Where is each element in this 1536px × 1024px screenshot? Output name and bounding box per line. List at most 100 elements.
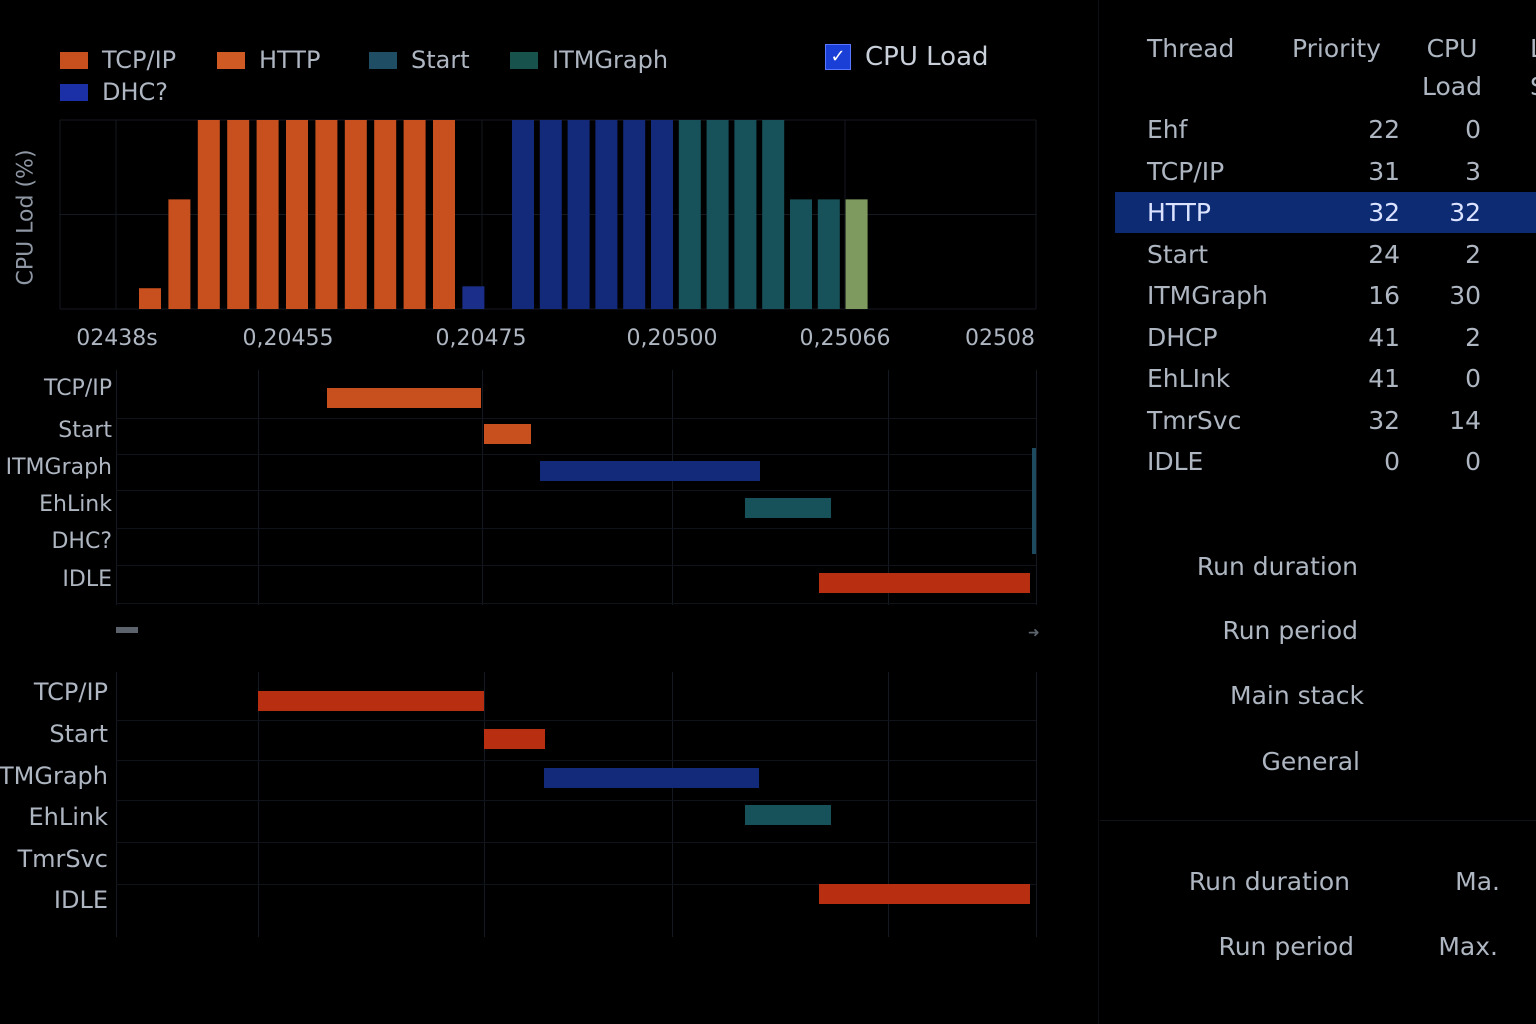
legend-item-start: Start bbox=[369, 46, 470, 74]
thread-cpu-load: 0 bbox=[1465, 364, 1481, 393]
legend-item-dhc: DHC? bbox=[60, 78, 168, 106]
gantt1-label-itmgraph: ITMGraph bbox=[5, 455, 112, 480]
thread-name: IDLE bbox=[1147, 447, 1204, 476]
gantt1-label-start: Start bbox=[58, 418, 112, 443]
info-general: General bbox=[1261, 747, 1360, 776]
thread-row[interactable]: Start 24 2 bbox=[1115, 234, 1536, 275]
cpu-bar[interactable] bbox=[790, 199, 812, 309]
info-run-period: Run period bbox=[1222, 616, 1358, 645]
cpu-bar[interactable] bbox=[845, 199, 868, 309]
x-tick-label: 0,20500 bbox=[626, 326, 718, 351]
gantt2-bar-start[interactable] bbox=[484, 729, 545, 749]
cpu-bar[interactable] bbox=[433, 120, 455, 309]
checkmark-icon[interactable]: ✓ bbox=[825, 44, 851, 70]
thread-name: Ehf bbox=[1147, 115, 1188, 144]
thread-name: TCP/IP bbox=[1147, 156, 1225, 186]
thread-row[interactable]: TCP/IP 31 3 bbox=[1115, 151, 1536, 192]
cpu-bar[interactable] bbox=[567, 120, 590, 309]
legend-label: TCP/IP bbox=[102, 46, 177, 74]
thread-row[interactable]: IDLE 0 0 bbox=[1115, 441, 1536, 482]
gantt1-bar-tcpip[interactable] bbox=[327, 388, 481, 408]
gantt1-label-tcpip: TCP/IP bbox=[44, 376, 112, 401]
blue-swatch-icon bbox=[60, 83, 88, 101]
gantt2-label-tmgraph: TMGraph bbox=[0, 762, 108, 790]
thread-cpu-load: 30 bbox=[1449, 281, 1481, 310]
cpu-bar[interactable] bbox=[315, 120, 338, 309]
cpu-bar[interactable] bbox=[462, 286, 485, 309]
gantt2-label-tcpip: TCP/IP bbox=[33, 678, 108, 706]
x-tick-label: 02508 bbox=[965, 326, 1035, 351]
gantt1-bar-idle[interactable] bbox=[819, 573, 1030, 593]
cpu-bar[interactable] bbox=[678, 120, 701, 309]
gantt2-bar-tcpip[interactable] bbox=[258, 691, 484, 711]
legend-label: HTTP bbox=[259, 46, 321, 74]
cpu-bar[interactable] bbox=[403, 120, 426, 309]
cpu-bar[interactable] bbox=[623, 120, 646, 309]
bottom-run-duration-value: Ma. bbox=[1455, 867, 1500, 896]
thread-name: Start bbox=[1147, 239, 1209, 269]
gantt2-bar-tmgraph[interactable] bbox=[544, 768, 759, 788]
thread-row[interactable]: TmrSvc 32 14 bbox=[1115, 400, 1536, 441]
gantt2-label-ehlink: EhLink bbox=[28, 803, 108, 831]
arrow-right-icon[interactable]: ➜ bbox=[1028, 625, 1040, 641]
cpu-bar[interactable] bbox=[817, 199, 840, 309]
legend-label: ITMGraph bbox=[552, 46, 669, 74]
teal-swatch-icon bbox=[369, 51, 397, 69]
thread-priority: 41 bbox=[1368, 364, 1400, 393]
gantt1-bar-itmgraph[interactable] bbox=[540, 461, 760, 481]
header-extra-line2: S bbox=[1530, 68, 1536, 106]
x-tick-label: 0,25066 bbox=[799, 326, 891, 351]
bottom-run-period: Run period bbox=[1218, 932, 1354, 961]
cpu-bar[interactable] bbox=[706, 120, 729, 309]
cpu-bar[interactable] bbox=[512, 120, 534, 309]
cpu-bar[interactable] bbox=[734, 120, 757, 309]
cpu-bar[interactable] bbox=[539, 120, 562, 309]
cpu-bar[interactable] bbox=[197, 120, 220, 309]
legend-item-tcpip: TCP/IP bbox=[60, 46, 176, 74]
bottom-run-duration: Run duration bbox=[1188, 867, 1350, 896]
header-extra-line1: L bbox=[1530, 30, 1536, 68]
header-thread[interactable]: Thread bbox=[1147, 34, 1235, 63]
thread-name: ITMGraph bbox=[1147, 281, 1268, 310]
thread-priority: 32 bbox=[1368, 405, 1400, 435]
thread-cpu-load: 32 bbox=[1449, 198, 1481, 227]
gantt2-bar-idle[interactable] bbox=[819, 884, 1030, 904]
thread-row[interactable]: HTTP 32 32 bbox=[1115, 192, 1536, 233]
thread-row[interactable]: Ehf 22 0 bbox=[1115, 109, 1536, 150]
cpu-bar[interactable] bbox=[374, 120, 397, 309]
gantt1-label-dhc: DHC? bbox=[51, 529, 112, 554]
thread-name: HTTP bbox=[1147, 198, 1211, 227]
thread-priority: 0 bbox=[1384, 447, 1400, 476]
cpu-load-chart bbox=[59, 119, 1037, 310]
cpu-bar[interactable] bbox=[651, 120, 673, 309]
gantt1-bar-ehlink[interactable] bbox=[745, 498, 831, 518]
gantt1-bar-start[interactable] bbox=[484, 424, 531, 444]
cpu-bar[interactable] bbox=[168, 199, 191, 309]
cpu-bar[interactable] bbox=[256, 120, 279, 309]
cpu-bar[interactable] bbox=[344, 120, 367, 309]
thread-name: EhLInk bbox=[1147, 364, 1231, 393]
thread-priority: 22 bbox=[1368, 115, 1400, 144]
scroll-handle[interactable] bbox=[116, 627, 138, 633]
thread-row[interactable]: ITMGraph 16 30 bbox=[1115, 275, 1536, 316]
header-extra[interactable]: L S bbox=[1530, 30, 1536, 106]
header-cpu-load[interactable]: CPU Load bbox=[1422, 30, 1482, 106]
cpu-load-checkbox[interactable]: ✓ CPU Load bbox=[825, 42, 989, 72]
orange-swatch-icon bbox=[60, 51, 88, 69]
legend-item-itmgraph: ITMGraph bbox=[510, 46, 668, 74]
gantt2-bar-ehlink[interactable] bbox=[745, 805, 831, 825]
x-tick-label: 0,20455 bbox=[242, 326, 334, 351]
cpu-bar[interactable] bbox=[762, 120, 785, 309]
cpu-bar[interactable] bbox=[595, 120, 618, 309]
vertical-scrollbar[interactable] bbox=[1032, 448, 1036, 554]
orange-swatch-icon bbox=[217, 51, 245, 69]
thread-row[interactable]: DHCP 41 2 bbox=[1115, 317, 1536, 358]
gantt1-label-ehlink: EhLink bbox=[39, 492, 112, 517]
header-cpu-line2: Load bbox=[1422, 72, 1482, 101]
cpu-bar[interactable] bbox=[139, 288, 161, 309]
thread-row[interactable]: EhLInk 41 0 bbox=[1115, 358, 1536, 399]
cpu-bar[interactable] bbox=[286, 120, 308, 309]
header-priority[interactable]: Priority bbox=[1292, 34, 1381, 63]
cpu-bar[interactable] bbox=[227, 120, 250, 309]
thread-priority: 32 bbox=[1368, 198, 1400, 227]
